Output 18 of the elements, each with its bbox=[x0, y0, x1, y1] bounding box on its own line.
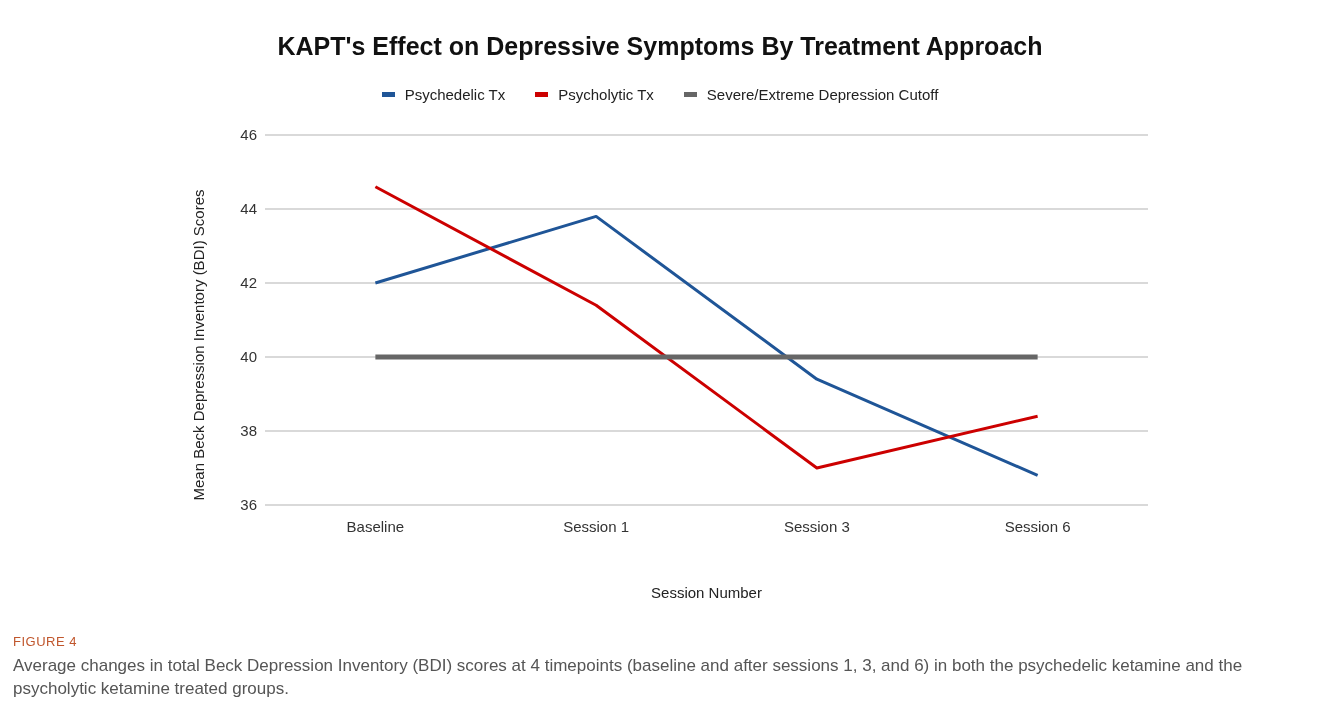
y-tick-label: 38 bbox=[240, 422, 257, 440]
legend-label: Psycholytic Tx bbox=[558, 86, 654, 103]
legend-label: Psychedelic Tx bbox=[404, 86, 506, 103]
x-tick-label: Session 6 bbox=[1004, 517, 1071, 535]
y-tick-label: 36 bbox=[240, 496, 257, 514]
y-tick-label: 46 bbox=[240, 126, 257, 144]
y-tick-label: 44 bbox=[240, 200, 257, 218]
x-tick-label: Baseline bbox=[346, 517, 405, 535]
y-tick-label: 42 bbox=[240, 274, 257, 292]
y-tick-label: 40 bbox=[240, 348, 257, 366]
text: Average changes in total Beck Depression Inventory (BDI) scores at 4 timepoints (baseline and after sessions 1, 3, and 6) in both the psychedelic ketamine and the psycholytic ketamine treated groups. bbox=[13, 655, 1244, 700]
x-axis-title: Session Number bbox=[650, 584, 763, 601]
x-tick-label: Session 3 bbox=[783, 517, 850, 535]
caption: FIGURE 4 bbox=[13, 634, 77, 649]
y-axis-title: Mean Beck Depression Inventory (BDI) Scores bbox=[189, 189, 207, 501]
chart-title: KAPT's Effect on Depressive Symptoms By Treatment Approach bbox=[276, 32, 1044, 61]
legend-label: Severe/Extreme Depression Cutoff bbox=[706, 86, 939, 103]
x-tick-label: Session 1 bbox=[563, 517, 630, 535]
